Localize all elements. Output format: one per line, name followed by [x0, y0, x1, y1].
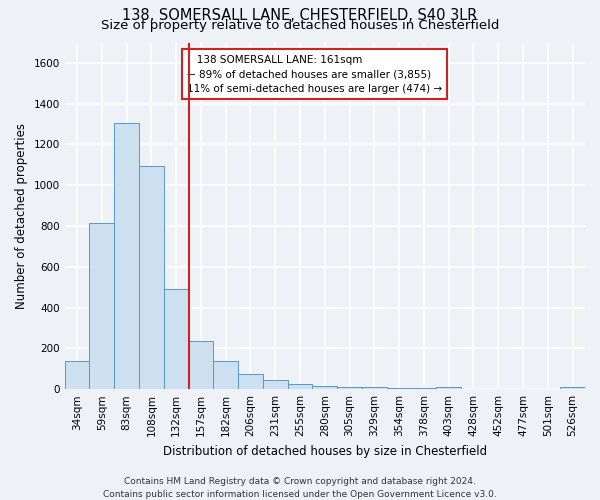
Bar: [313, 386, 337, 389]
Bar: [139, 166, 164, 389]
Bar: [188, 342, 214, 389]
Bar: [412, 388, 436, 389]
Bar: [436, 387, 461, 389]
Text: Contains HM Land Registry data © Crown copyright and database right 2024.
Contai: Contains HM Land Registry data © Crown c…: [103, 478, 497, 499]
Bar: [287, 384, 313, 389]
Y-axis label: Number of detached properties: Number of detached properties: [15, 123, 28, 309]
Bar: [89, 223, 114, 389]
Bar: [214, 360, 238, 389]
Bar: [560, 387, 585, 389]
Bar: [164, 290, 188, 389]
Bar: [362, 387, 387, 389]
Text: Size of property relative to detached houses in Chesterfield: Size of property relative to detached ho…: [101, 18, 499, 32]
Bar: [114, 123, 139, 389]
Bar: [263, 380, 287, 389]
Bar: [238, 374, 263, 389]
Bar: [65, 360, 89, 389]
Text: 138 SOMERSALL LANE: 161sqm
← 89% of detached houses are smaller (3,855)
11% of s: 138 SOMERSALL LANE: 161sqm ← 89% of deta…: [187, 54, 442, 94]
Bar: [337, 387, 362, 389]
Bar: [387, 388, 412, 389]
X-axis label: Distribution of detached houses by size in Chesterfield: Distribution of detached houses by size …: [163, 444, 487, 458]
Text: 138, SOMERSALL LANE, CHESTERFIELD, S40 3LR: 138, SOMERSALL LANE, CHESTERFIELD, S40 3…: [122, 8, 478, 22]
